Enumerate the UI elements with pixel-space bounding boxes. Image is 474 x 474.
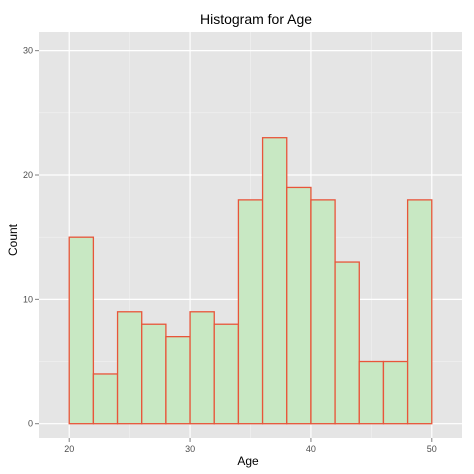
chart-title: Histogram for Age (200, 11, 312, 27)
histogram-bar (406, 199, 433, 425)
x-tick-label: 20 (64, 444, 74, 454)
y-axis-ticks: 0 10 20 30 (23, 46, 39, 429)
histogram-bar (141, 323, 167, 425)
histogram-bar (261, 137, 288, 425)
y-tick-label: 20 (23, 170, 33, 180)
x-axis-ticks: 20 30 40 50 (64, 438, 437, 454)
x-tick-label: 30 (185, 444, 195, 454)
histogram-bar (286, 186, 312, 425)
histogram-bar (213, 323, 240, 425)
histogram-bar (382, 360, 409, 425)
histogram-bar (310, 199, 336, 425)
x-axis-label: Age (237, 454, 259, 468)
y-tick-label: 0 (28, 419, 33, 429)
bars (68, 137, 433, 425)
histogram-bar (68, 236, 95, 425)
x-tick-label: 50 (427, 444, 437, 454)
y-axis-label: Count (6, 223, 20, 256)
histogram-bar (92, 373, 119, 425)
y-tick-label: 10 (23, 294, 33, 304)
histogram-bar (334, 261, 360, 425)
histogram-bar (358, 360, 385, 425)
y-tick-label: 30 (23, 46, 33, 56)
histogram-bar (165, 336, 191, 425)
histogram-bar (189, 311, 215, 425)
histogram-bar (116, 311, 143, 425)
x-tick-label: 40 (306, 444, 316, 454)
histogram-bar (237, 199, 264, 425)
